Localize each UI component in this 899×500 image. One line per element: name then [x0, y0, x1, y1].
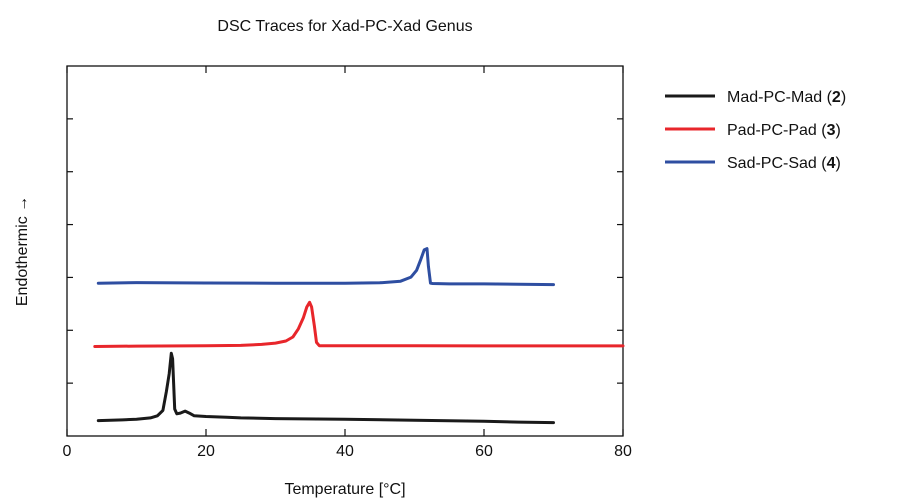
x-tick-label: 20 [197, 443, 215, 460]
x-tick-label: 60 [475, 443, 493, 460]
series-layer [93, 247, 625, 425]
y-axis-label: Endothermic → [14, 196, 31, 306]
series-line-pad-pc-pad [93, 300, 625, 348]
legend-label: Pad-PC-Pad (3) [727, 122, 841, 139]
legend-label: Sad-PC-Sad (4) [727, 155, 841, 172]
y-axis-ticks [67, 118, 623, 384]
x-axis-label: Temperature [°C] [284, 481, 405, 498]
x-tick-label: 40 [336, 443, 354, 460]
series-line-sad-pc-sad [96, 247, 555, 287]
x-axis: 0 20 40 60 80 [63, 66, 632, 460]
legend-label: Mad-PC-Mad (2) [727, 89, 846, 106]
legend: Mad-PC-Mad (2) Pad-PC-Pad (3) Sad-PC-Sad (… [665, 89, 846, 172]
x-tick-label: 0 [63, 443, 72, 460]
chart-title: DSC Traces for Xad-PC-Xad Genus [217, 18, 472, 35]
plot-frame [66, 65, 624, 437]
series-line-mad-pc-mad [96, 351, 555, 425]
x-tick-label: 80 [614, 443, 632, 460]
